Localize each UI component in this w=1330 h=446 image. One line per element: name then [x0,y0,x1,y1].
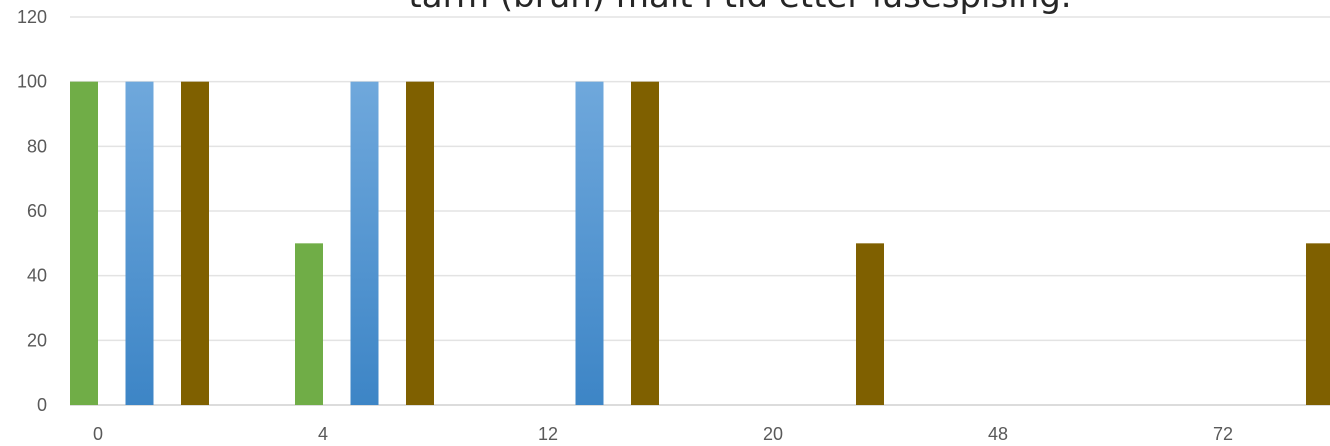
y-tick-label: 40 [27,266,47,286]
bar-series3-12 [631,81,659,406]
y-tick-label: 60 [27,201,47,221]
y-tick-label: 120 [17,7,47,27]
bar-series1-0 [70,81,98,406]
y-tick-label: 0 [37,395,47,415]
y-tick-label: 20 [27,330,47,350]
bar-series2-0 [125,81,154,406]
x-tick-label: 4 [318,424,328,444]
gridlines [70,16,1330,406]
bar-series3-0 [181,81,209,406]
y-tick-label: 100 [17,72,47,92]
x-tick-label: 0 [93,424,103,444]
x-tick-label: 12 [538,424,558,444]
bar-series1-4 [295,243,323,405]
x-axis-ticks: 0 4 12 20 48 72 [93,424,1233,444]
bar-series2-12 [575,81,604,406]
bar-series3-4 [406,81,434,406]
bars [70,81,1330,406]
x-tick-label: 48 [988,424,1008,444]
y-axis-ticks: 0 20 40 60 80 100 120 [17,7,47,415]
x-tick-label: 20 [763,424,783,444]
x-tick-label: 72 [1213,424,1233,444]
bar-series2-4 [350,81,379,406]
bar-series3-20 [856,243,884,405]
y-tick-label: 80 [27,136,47,156]
chart-title: tarm (brun) målt i tid etter lusespising… [0,0,1330,16]
bar-series3-72 [1306,243,1330,405]
